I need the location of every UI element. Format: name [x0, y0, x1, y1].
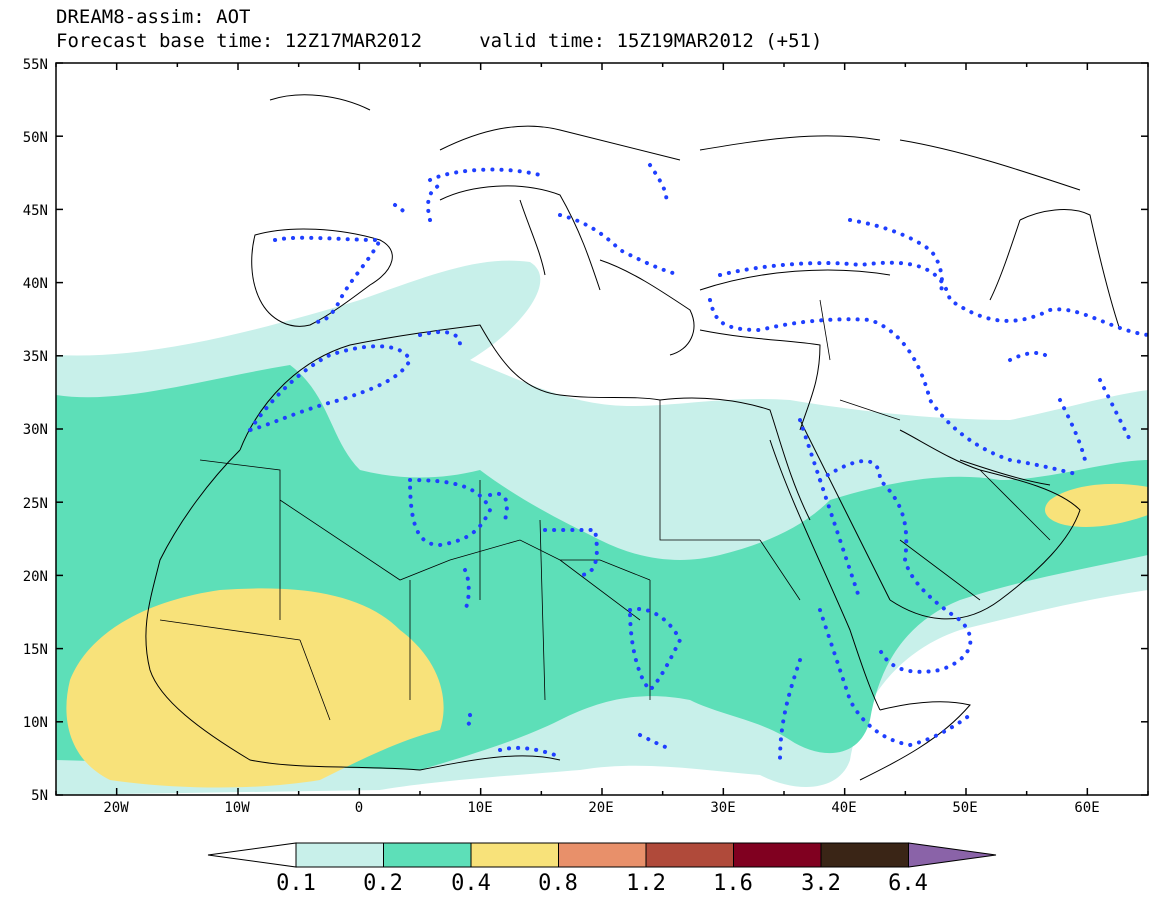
- lat-tick-label: 10N: [22, 715, 48, 731]
- lon-tick-label: 60E: [1074, 800, 1100, 816]
- colorbar-box: [383, 842, 472, 868]
- coastline-north-africa: [239, 324, 811, 521]
- lon-tick-label: 40E: [831, 800, 857, 816]
- contour-balkans: [558, 163, 682, 277]
- colorbar-box: [733, 842, 822, 868]
- contour-morocco: [248, 344, 413, 432]
- contour-west-africa: [463, 713, 670, 757]
- contour-arabia: [818, 459, 973, 674]
- colorbar-label: 1.6: [713, 871, 753, 896]
- contour-iberia: [273, 235, 384, 324]
- colorbar-label: 0.2: [363, 871, 403, 896]
- coastline-italy-balkans: [439, 185, 695, 356]
- colorbar-label: 0.8: [538, 871, 578, 896]
- lat-tick-label: 55N: [22, 57, 48, 73]
- lat-tick-label: 30N: [22, 422, 48, 438]
- figure-subtitle: Forecast base time: 12Z17MAR2012 valid t…: [56, 30, 823, 52]
- contour-red-sea-east: [798, 418, 862, 602]
- contour-sudan: [628, 607, 683, 693]
- contour-caucasus: [848, 218, 944, 297]
- colorbar: [207, 842, 997, 868]
- colorbar-box: [558, 842, 647, 868]
- axis-ticks: [55, 62, 1149, 796]
- country-borders: [159, 299, 1051, 721]
- lat-tick-label: 5N: [31, 788, 48, 804]
- coastline-red-sea: [769, 419, 891, 711]
- colorbar-label: 1.2: [626, 871, 666, 896]
- lon-tick-label: 30E: [710, 800, 736, 816]
- colorbar-label: 3.2: [801, 871, 841, 896]
- lon-tick-label: 10W: [224, 800, 250, 816]
- coastline-west-africa: [145, 449, 561, 771]
- coastline-iberia: [251, 228, 393, 327]
- colorbar-extend-low: [207, 842, 297, 868]
- contour-ethiopia: [778, 608, 972, 762]
- colorbar-extend-high: [908, 842, 997, 868]
- colorbar-label: 0.4: [451, 871, 491, 896]
- contour-iran-east: [1008, 350, 1132, 462]
- colorbar-box: [470, 842, 559, 868]
- lat-tick-label: 45N: [22, 203, 48, 219]
- aot-shading: [56, 260, 1148, 795]
- colorbar-box: [645, 842, 734, 868]
- figure-title: DREAM8-assim: AOT: [56, 6, 251, 28]
- coastlines: [145, 94, 1121, 781]
- lon-tick-label: 50E: [952, 800, 978, 816]
- contour-tunisia: [418, 330, 462, 347]
- lon-tick-label: 10E: [467, 800, 493, 816]
- contour-chad-north: [463, 527, 599, 612]
- colorbar-box: [295, 842, 384, 868]
- lat-tick-label: 35N: [22, 349, 48, 365]
- coastline-turkey-levant: [699, 269, 891, 431]
- coastline-europe-north: [269, 94, 1081, 191]
- colorbar-box: [820, 842, 909, 868]
- colorbar-label: 6.4: [888, 871, 928, 896]
- aot-band-0.4-east: [1045, 483, 1148, 527]
- contour-france: [393, 167, 542, 222]
- contour-turkey: [708, 260, 1148, 477]
- coastline-caspian: [989, 209, 1121, 331]
- lon-tick-label: 20E: [588, 800, 614, 816]
- dotted-contours: [248, 163, 1148, 762]
- lat-tick-label: 25N: [22, 496, 48, 512]
- lon-tick-label: 20W: [103, 800, 129, 816]
- lat-tick-label: 50N: [22, 130, 48, 146]
- lon-tick-label: 0: [354, 800, 364, 816]
- aot-band-0.4-west: [66, 588, 444, 788]
- coastline-persian-gulf: [959, 459, 1051, 486]
- coastline-horn-africa: [859, 701, 971, 781]
- lat-tick-label: 20N: [22, 569, 48, 585]
- lat-tick-label: 15N: [22, 642, 48, 658]
- colorbar-label: 0.1: [276, 871, 316, 896]
- contour-libya: [408, 478, 509, 548]
- lat-tick-label: 40N: [22, 276, 48, 292]
